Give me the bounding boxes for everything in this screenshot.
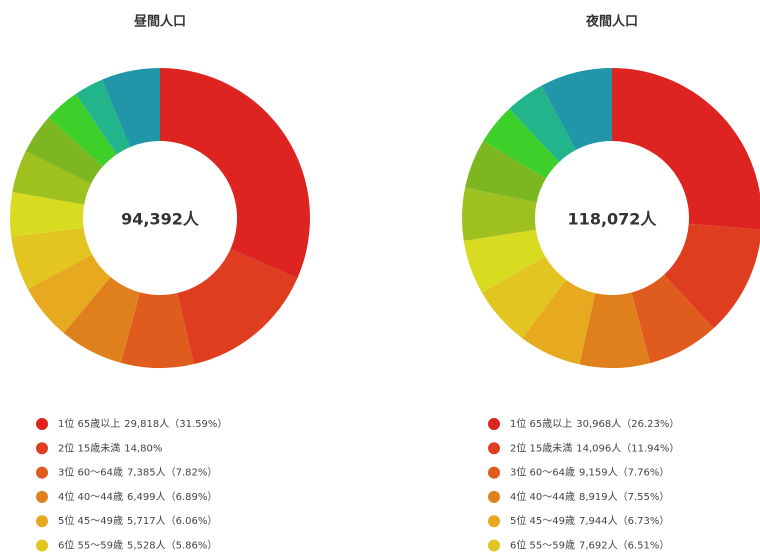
legend-value: 7,385人（7.82%） — [127, 467, 217, 479]
legend-entry: 6位 55～59歳 7,692人（6.51%） — [510, 539, 669, 552]
legend-name: 1位 65歳以上 — [510, 417, 572, 430]
legend-entry: 6位 55～59歳 5,528人（5.86%） — [58, 539, 217, 552]
legend-value: 14,096人（11.94%） — [576, 442, 679, 454]
legend-value: 14,80% — [124, 443, 162, 454]
center-label: 118,072人 — [568, 210, 658, 229]
donut-slice — [63, 277, 140, 363]
legend-entry: 4位 40～44歳 8,919人（7.55%） — [510, 490, 669, 503]
donut-slice — [462, 187, 537, 241]
legend-name: 4位 40～44歳 — [58, 490, 123, 503]
legend-name: 2位 15歳未満 — [510, 441, 572, 454]
donut-slice — [631, 274, 714, 364]
donut-slice — [579, 292, 650, 368]
donut-slice — [612, 68, 760, 230]
legend-entry: 2位 15歳未満 14,096人（11.94%） — [510, 441, 679, 454]
legend-value: 7,944人（6.73%） — [579, 515, 669, 527]
legend-entry: 1位 65歳以上 30,968人（26.23%） — [510, 417, 679, 430]
donut-slice — [120, 292, 194, 368]
legend-swatch — [36, 490, 48, 503]
chart-title: 昼間人口 — [134, 14, 186, 30]
donut-slice — [463, 229, 546, 293]
donut-slice — [465, 141, 546, 203]
legend-entry: 5位 45～49歳 5,717人（6.06%） — [58, 514, 217, 527]
legend-swatch — [488, 539, 500, 552]
legend-entry: 4位 40～44歳 6,499人（6.89%） — [58, 490, 217, 503]
donut-slice — [522, 279, 596, 365]
donut-slice — [483, 108, 560, 179]
donut-slice — [11, 227, 93, 289]
legend-swatch — [36, 539, 48, 552]
donut-slice — [509, 85, 576, 162]
legend-entry: 3位 60～64歳 9,159人（7.76%） — [510, 466, 669, 479]
donut-slice — [160, 68, 310, 279]
legend-name: 3位 60～64歳 — [510, 466, 575, 479]
legend-value: 6,499人（6.89%） — [127, 491, 217, 503]
legend-swatch — [36, 418, 48, 430]
legend-swatch — [488, 466, 500, 479]
legend-swatch — [36, 466, 48, 479]
donut-slice — [541, 68, 612, 151]
legend-name: 1位 65歳以上 — [58, 417, 120, 430]
legend-swatch — [488, 418, 500, 430]
legend-value: 5,528人（5.86%） — [127, 540, 217, 552]
donut-slice — [481, 256, 566, 339]
legend-name: 4位 40～44歳 — [510, 490, 575, 503]
donut-slice — [664, 223, 760, 329]
legend-value: 7,692人（6.51%） — [579, 540, 669, 552]
donut-slice — [48, 93, 117, 167]
center-label: 94,392人 — [121, 210, 200, 229]
legend-name: 6位 55～59歳 — [58, 539, 123, 552]
legend-swatch — [36, 515, 48, 528]
donut-slice — [75, 79, 131, 155]
legend-name: 5位 45～49歳 — [510, 514, 575, 527]
legend-value: 8,919人（7.55%） — [579, 491, 669, 503]
legend-entry: 3位 60～64歳 7,385人（7.82%） — [58, 466, 217, 479]
legend-entry: 1位 65歳以上 29,818人（31.59%） — [58, 417, 227, 430]
legend-swatch — [36, 442, 48, 455]
legend-swatch — [488, 515, 500, 528]
donut-slice — [27, 254, 111, 333]
legend-name: 2位 15歳未満 — [58, 441, 120, 454]
donut-slice — [12, 151, 92, 205]
legend-name: 6位 55～59歳 — [510, 539, 575, 552]
donut-slice — [25, 117, 103, 184]
donut-slice — [9, 191, 85, 237]
chart-title: 夜間人口 — [585, 14, 638, 30]
legend-value: 30,968人（26.23%） — [576, 418, 679, 430]
legend-name: 5位 45～49歳 — [58, 514, 123, 527]
legend-swatch — [488, 490, 500, 503]
legend-swatch — [488, 442, 500, 455]
legend-value: 9,159人（7.76%） — [579, 467, 669, 479]
donut-slice — [101, 68, 160, 148]
legend-value: 29,818人（31.59%） — [124, 418, 227, 430]
donut-slice — [177, 248, 298, 365]
legend-name: 3位 60～64歳 — [58, 466, 123, 479]
legend-entry: 5位 45～49歳 7,944人（6.73%） — [510, 514, 669, 527]
legend-value: 5,717人（6.06%） — [127, 515, 217, 527]
legend-entry: 2位 15歳未満 14,80% — [58, 441, 162, 454]
